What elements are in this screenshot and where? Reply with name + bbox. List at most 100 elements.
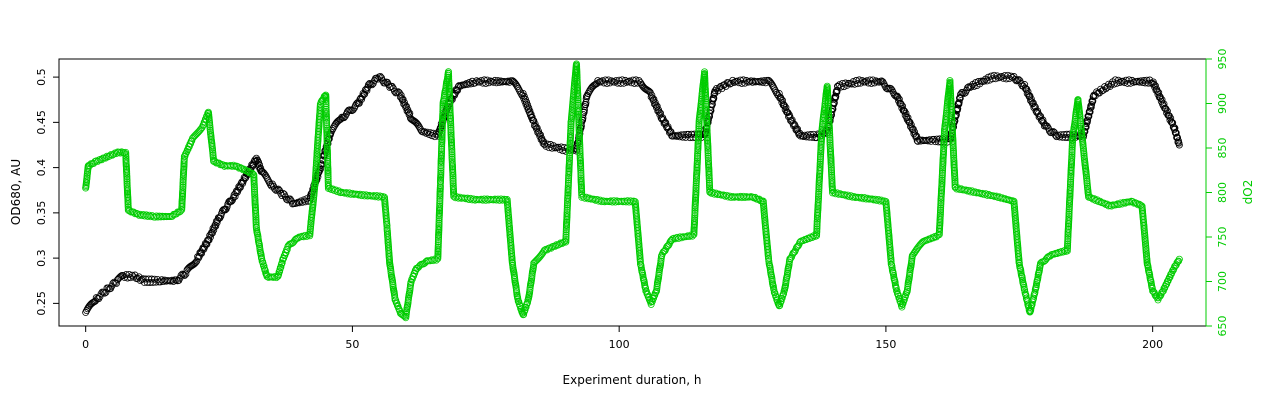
do2-point <box>567 125 575 133</box>
do2-point <box>890 271 898 279</box>
do2-point <box>826 136 834 144</box>
od680-point <box>768 81 776 89</box>
do2-point <box>692 179 700 187</box>
do2-point <box>1121 199 1129 207</box>
do2-point <box>574 94 582 102</box>
do2-point <box>123 177 131 185</box>
od680-point <box>203 240 211 248</box>
do2-point <box>815 190 823 198</box>
do2-point <box>449 179 457 187</box>
y-left-tick-label: 0.5 <box>35 68 48 86</box>
do2-point <box>230 161 238 169</box>
do2-point <box>574 96 582 104</box>
do2-point <box>124 201 132 209</box>
od680-point <box>1086 104 1094 112</box>
od680-point <box>1085 112 1093 120</box>
od680-point <box>584 90 592 98</box>
do2-point <box>288 239 296 247</box>
do2-point <box>971 188 979 196</box>
do2-point <box>562 233 570 241</box>
od680-point <box>840 83 848 91</box>
do2-point <box>796 239 804 247</box>
do2-point <box>950 149 958 157</box>
x-tick-label: 150 <box>875 338 896 351</box>
x-tick-label: 200 <box>1142 338 1163 351</box>
do2-point <box>437 168 445 176</box>
do2-point <box>278 259 286 267</box>
y-right-tick-label: 900 <box>1216 93 1229 114</box>
od680-point <box>1167 114 1175 122</box>
do2-point <box>438 128 446 136</box>
od680-point <box>879 78 887 86</box>
do2-point <box>434 240 442 248</box>
do2-point <box>954 184 962 192</box>
do2-point <box>530 262 538 270</box>
do2-point <box>445 75 453 83</box>
od680-point <box>529 116 537 124</box>
do2-point <box>323 134 331 142</box>
do2-point <box>449 172 457 180</box>
do2-point <box>946 85 954 93</box>
do2-point <box>836 190 844 198</box>
y-right-tick-label: 650 <box>1216 316 1229 337</box>
do2-point <box>712 189 720 197</box>
do2-point <box>391 292 399 300</box>
do2-point <box>439 110 447 118</box>
od680-point <box>521 95 529 103</box>
do2-point <box>898 303 906 311</box>
od680-point <box>583 92 591 100</box>
do2-point <box>1152 292 1160 300</box>
do2-point <box>937 206 945 214</box>
do2-point <box>115 148 123 156</box>
od680-point <box>368 81 376 89</box>
od680-point <box>974 78 982 86</box>
do2-point <box>833 189 841 197</box>
od680-point <box>256 161 264 169</box>
do2-point <box>813 223 821 231</box>
od680-point <box>760 77 768 85</box>
do2-point <box>574 97 582 105</box>
do2-point <box>828 170 836 178</box>
y-right-tick-label: 750 <box>1216 227 1229 248</box>
do2-point <box>1166 273 1174 281</box>
do2-point <box>445 73 453 81</box>
od680-point <box>547 141 555 149</box>
do2-point <box>434 242 442 250</box>
do2-point <box>637 264 645 272</box>
do2-point <box>277 263 285 271</box>
od680-series <box>82 71 1183 316</box>
do2-point <box>437 149 445 157</box>
do2-point <box>258 255 266 263</box>
do2-point <box>1020 283 1028 291</box>
do2-point <box>523 299 531 307</box>
do2-point <box>322 102 330 110</box>
do2-series <box>82 60 1183 322</box>
do2-point <box>429 257 437 265</box>
do2-point <box>1043 255 1051 263</box>
do2-point <box>449 173 457 181</box>
do2-point <box>449 177 457 185</box>
od680-point <box>784 109 792 117</box>
od680-point <box>538 137 546 145</box>
od680-point <box>782 104 790 112</box>
od680-point <box>210 226 218 234</box>
od680-point <box>1174 134 1182 142</box>
od680-point <box>236 183 244 191</box>
do2-point <box>438 125 446 133</box>
do2-point <box>563 206 571 214</box>
do2-point <box>1144 264 1152 272</box>
do2-point <box>251 186 259 194</box>
do2-point <box>938 169 946 177</box>
do2-point <box>176 207 184 215</box>
do2-point <box>448 148 456 156</box>
do2-point <box>508 259 516 267</box>
x-tick-label: 0 <box>82 338 89 351</box>
do2-point <box>780 290 788 298</box>
y-axis-right-title: dO2 <box>1241 180 1255 205</box>
do2-point <box>438 145 446 153</box>
od680-point <box>635 77 643 85</box>
do2-point <box>261 266 269 274</box>
do2-point <box>576 143 584 151</box>
do2-point <box>197 125 205 133</box>
